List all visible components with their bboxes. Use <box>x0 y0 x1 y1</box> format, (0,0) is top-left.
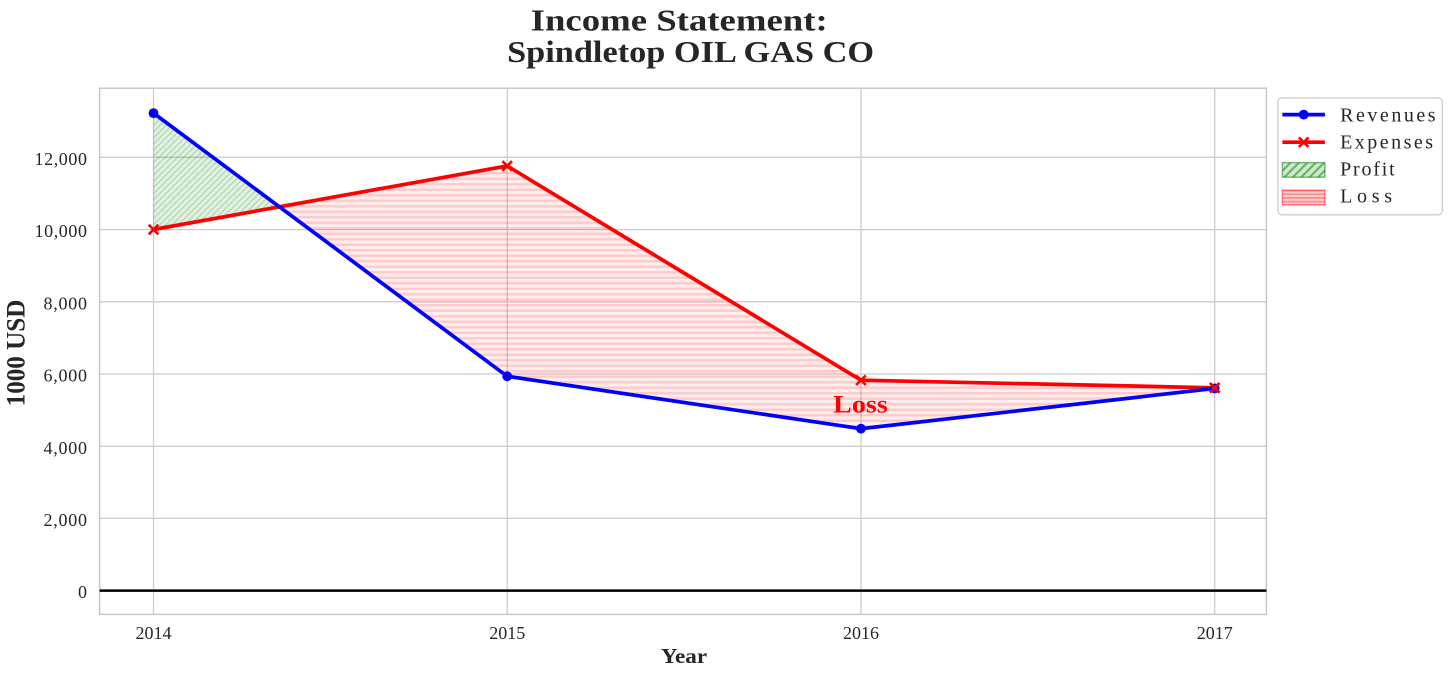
svg-text:10,000: 10,000 <box>35 221 88 241</box>
svg-text:Spindletop OIL GAS CO: Spindletop OIL GAS CO <box>507 34 874 69</box>
svg-text:Year: Year <box>661 644 707 668</box>
svg-text:6,000: 6,000 <box>44 366 88 386</box>
svg-text:12,000: 12,000 <box>35 149 88 169</box>
svg-text:4,000: 4,000 <box>44 438 88 458</box>
svg-text:Profit: Profit <box>1340 159 1395 181</box>
svg-text:2014: 2014 <box>136 623 172 643</box>
svg-text:2015: 2015 <box>489 623 525 643</box>
svg-text:Loss: Loss <box>833 392 888 419</box>
svg-text:0: 0 <box>78 582 87 602</box>
svg-text:2016: 2016 <box>843 623 879 643</box>
svg-text:Expenses: Expenses <box>1340 132 1433 154</box>
svg-text:2,000: 2,000 <box>44 510 88 530</box>
svg-text:Income Statement:: Income Statement: <box>531 3 828 38</box>
svg-text:2017: 2017 <box>1197 623 1233 643</box>
svg-text:1000 USD: 1000 USD <box>1 300 30 407</box>
svg-text:Revenues: Revenues <box>1340 104 1436 126</box>
svg-text:8,000: 8,000 <box>44 293 88 313</box>
svg-text:Loss: Loss <box>1340 186 1392 208</box>
